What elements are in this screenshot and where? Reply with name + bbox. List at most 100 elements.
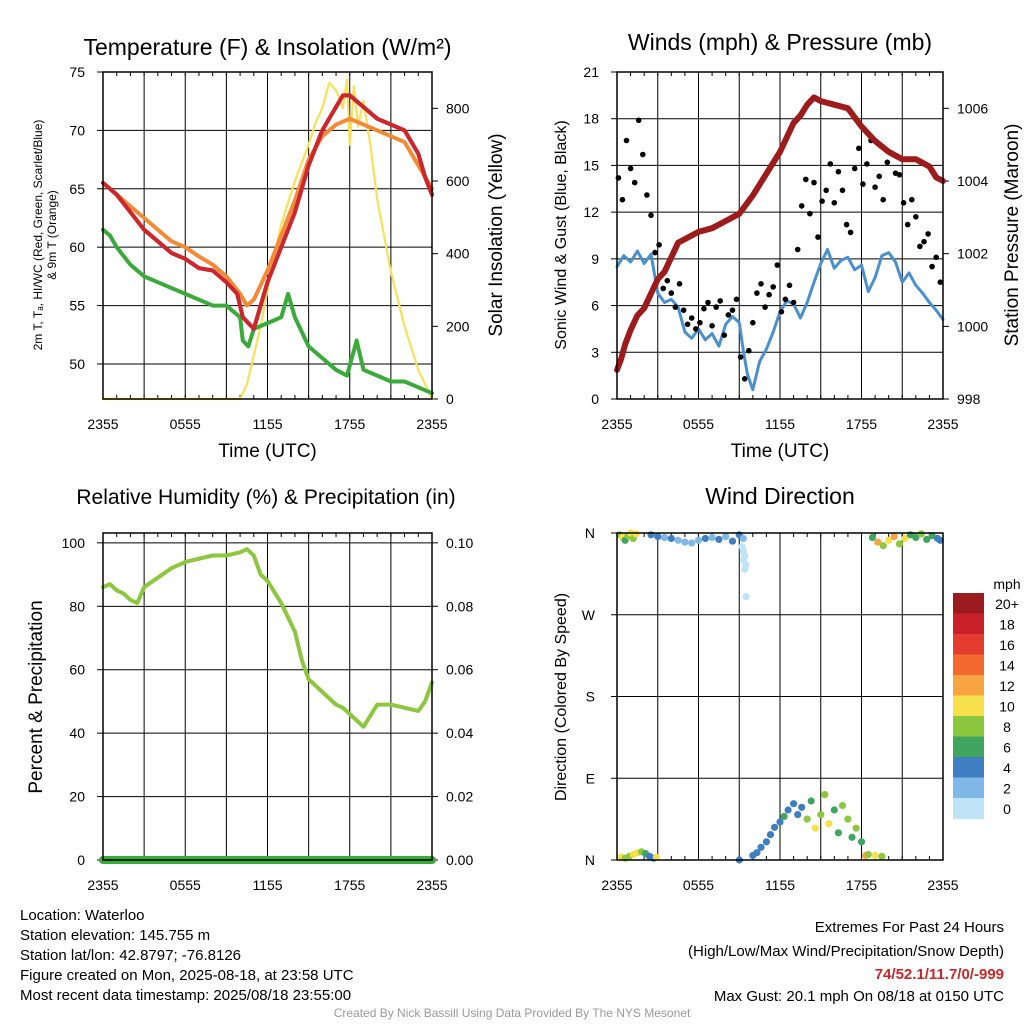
- direction-point: [830, 806, 838, 814]
- sonic-wind-line: [615, 248, 945, 392]
- direction-point: [715, 535, 723, 544]
- gust-point: [737, 354, 744, 360]
- gust-point: [860, 181, 866, 187]
- y-tick-label: 60: [69, 662, 85, 678]
- y-tick-label: 55: [69, 298, 85, 314]
- direction-point: [632, 530, 640, 538]
- gust-point: [774, 262, 781, 268]
- direction-point: [753, 849, 761, 857]
- colorbar-swatch: [953, 654, 984, 676]
- gust-point: [762, 304, 768, 310]
- x-tick-label: 0555: [170, 877, 201, 893]
- y-tick-label: 40: [69, 725, 85, 741]
- temp-9m-line: [101, 116, 434, 308]
- direction-point: [834, 829, 843, 837]
- direction-point: [790, 800, 798, 808]
- y2-axis-label: Station Pressure (Maroon): [1002, 124, 1023, 347]
- gust-point: [770, 284, 776, 290]
- direction-point: [757, 843, 765, 851]
- direction-point: [708, 533, 716, 542]
- insolation-line: [101, 78, 434, 401]
- colorbar-label: 20+: [995, 596, 1019, 612]
- gust-point: [717, 298, 723, 304]
- direction-point: [739, 534, 747, 543]
- gust-point: [672, 304, 679, 310]
- y-tick-label: 21: [583, 64, 599, 80]
- y-tick-label: 20: [69, 789, 85, 805]
- direction-point: [895, 540, 904, 548]
- direction-point: [912, 533, 920, 542]
- direction-point: [660, 533, 669, 542]
- y2-tick-label: 1000: [957, 318, 988, 334]
- gust-point: [688, 315, 695, 321]
- y-tick-label: N: [585, 852, 595, 868]
- y2-tick-label: 400: [446, 246, 470, 262]
- gust-point: [880, 196, 886, 203]
- dewpoint-line: [101, 227, 434, 396]
- gust-point: [835, 168, 842, 175]
- y2-tick-label: 0.10: [446, 535, 473, 551]
- direction-point: [762, 838, 771, 846]
- credit-text: Created By Nick Bassill Using Data Provi…: [333, 1006, 691, 1020]
- y-tick-label: 9: [591, 251, 599, 267]
- y-tick-label: 0: [591, 391, 599, 407]
- colorbar-label: 6: [1003, 740, 1011, 756]
- colorbar-unit: mph: [993, 576, 1020, 592]
- direction-point: [784, 806, 792, 814]
- colorbar-label: 4: [1003, 760, 1011, 776]
- y-tick-label: 70: [69, 122, 85, 138]
- direction-point: [857, 838, 866, 846]
- gust-point: [819, 198, 825, 204]
- gust-point: [701, 305, 707, 312]
- x-tick-label: 2355: [87, 877, 118, 893]
- direction-point: [852, 824, 860, 832]
- gust-point: [929, 263, 935, 270]
- gust-point: [909, 196, 915, 203]
- y2-axis-label: Solar Insolation (Yellow): [486, 133, 507, 336]
- y2-tick-label: 0: [446, 391, 454, 407]
- colorbar-swatch: [953, 736, 984, 758]
- direction-point: [811, 824, 819, 832]
- y-tick-label: E: [586, 770, 595, 786]
- x-tick-label: 1755: [334, 877, 365, 893]
- y2-tick-label: 1006: [957, 100, 988, 116]
- x-tick-label: 0555: [683, 877, 714, 893]
- y-tick-label: W: [582, 607, 596, 623]
- gust-point: [644, 192, 650, 198]
- extremes-subtitle: (High/Low/Max Wind/Precipitation/Snow De…: [688, 943, 1004, 960]
- gust-point: [778, 309, 785, 315]
- colorbar-swatch: [953, 777, 984, 799]
- gust-point: [758, 281, 764, 287]
- direction-point: [879, 542, 887, 550]
- x-tick-label: 2355: [416, 416, 447, 432]
- colorbar-label: 2: [1003, 781, 1011, 797]
- direction-point: [780, 812, 788, 821]
- colorbar-swatch: [953, 695, 984, 717]
- gust-point: [921, 238, 927, 245]
- direction-point: [776, 818, 784, 826]
- panel-2-grid: [102, 533, 433, 860]
- direction-point: [890, 533, 898, 541]
- gust-point: [713, 304, 719, 310]
- x-tick-label: 1155: [765, 877, 795, 893]
- gust-point: [652, 249, 658, 256]
- direction-point: [864, 850, 872, 859]
- direction-point: [728, 537, 737, 545]
- direction-point: [868, 533, 877, 542]
- direction-point: [848, 833, 856, 841]
- gust-point: [876, 173, 882, 180]
- direction-point: [688, 539, 696, 547]
- x-tick-label: 1755: [846, 416, 877, 432]
- direction-point: [654, 533, 662, 541]
- gust-point: [648, 212, 654, 219]
- panel-title: Winds (mph) & Pressure (mb): [628, 29, 932, 55]
- gust-point: [827, 161, 834, 167]
- y-axis-label-2: & 9m T (Orange): [45, 190, 59, 280]
- y-tick-label: N: [585, 525, 595, 541]
- gust-point: [815, 234, 821, 240]
- direction-point: [794, 811, 802, 819]
- gust-point: [693, 326, 699, 332]
- x-tick-label: 1155: [252, 416, 282, 432]
- direction-point: [874, 538, 882, 546]
- gust-point: [798, 203, 805, 209]
